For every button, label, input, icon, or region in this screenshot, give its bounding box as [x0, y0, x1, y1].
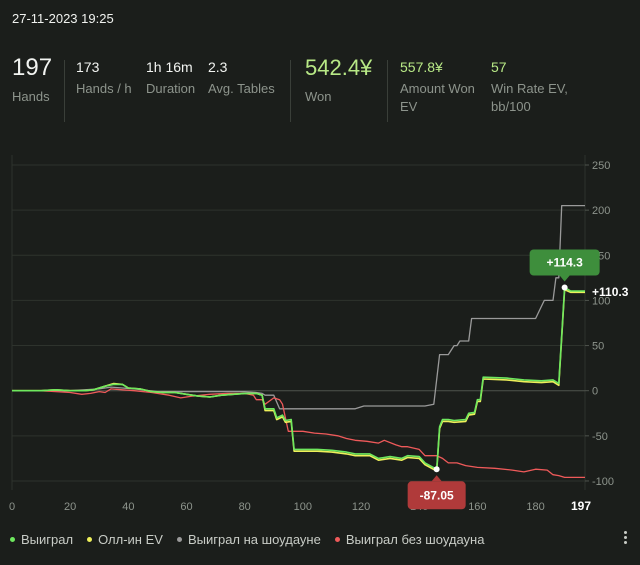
y-tick-label: 50	[592, 341, 604, 353]
series-allin-ev-line	[12, 288, 585, 472]
session-date: 27-11-2023 19:25	[12, 11, 114, 26]
y-tick-label: 200	[592, 205, 610, 217]
legend-label: Выиграл	[21, 532, 74, 547]
legend-dot-icon	[10, 537, 15, 542]
stat-hands-value: 197	[12, 54, 53, 81]
stat-duration-label: Duration	[146, 81, 196, 96]
stat-amount-won-ev: 557.8¥ Amount Won EV	[400, 58, 484, 116]
x-tick-label: 100	[294, 501, 312, 513]
stat-hands-per-hour-label: Hands / h	[76, 81, 132, 96]
stat-win-rate-ev-value: 57	[491, 59, 507, 75]
max-label-text: +114.3	[546, 256, 583, 270]
stat-hands: 197 Hands	[12, 54, 53, 106]
chart-legend: Выиграл Олл-ин EV Выиграл на шоудауне Вы…	[10, 532, 498, 547]
divider	[64, 60, 65, 122]
stat-amount-won-ev-label: Amount Won EV	[400, 81, 475, 114]
legend-dot-icon	[176, 537, 182, 542]
series-won-line	[12, 286, 586, 471]
stat-hands-per-hour: 173 Hands / h	[76, 58, 132, 98]
min-point-marker	[433, 466, 440, 473]
max-label-box	[529, 249, 600, 276]
legend-dot-icon	[87, 537, 93, 542]
legend-label: Выиграл на шоудауне	[187, 532, 321, 547]
stat-won-value: 542.4¥	[305, 55, 373, 80]
legend-dot-icon	[334, 537, 340, 542]
end-value-label: +110.3	[592, 285, 629, 299]
stat-hands-label: Hands	[12, 89, 50, 104]
divider	[290, 60, 291, 122]
min-label-text: -87.05	[420, 488, 454, 502]
min-label-pointer	[431, 475, 442, 482]
max-label-pointer	[559, 275, 570, 282]
x-tick-label: 80	[239, 501, 251, 513]
session-graph: 250200150100500-50-100020406080100120140…	[9, 155, 629, 513]
series-non-showdown-line	[12, 388, 585, 479]
stat-win-rate-ev-label: Win Rate EV, bb/100	[491, 81, 568, 114]
y-tick-label: 100	[592, 295, 610, 307]
stat-duration-value: 1h 16m	[146, 59, 193, 75]
stat-won: 542.4¥ Won	[305, 55, 373, 106]
x-end-label: 197	[571, 499, 591, 513]
stats-panel: 197 Hands 173 Hands / h 1h 16m Duration …	[0, 54, 640, 130]
legend-item-showdown[interactable]: Выиграл на шоудауне	[176, 532, 321, 547]
x-tick-label: 120	[352, 501, 370, 513]
legend-item-non-showdown[interactable]: Выиграл без шоудауна	[334, 532, 485, 547]
y-tick-label: -100	[592, 476, 614, 488]
legend-label: Выиграл без шоудауна	[345, 532, 485, 547]
x-tick-label: 60	[180, 501, 192, 513]
y-tick-label: 0	[592, 386, 598, 398]
legend-label: Олл-ин EV	[98, 532, 163, 547]
x-tick-label: 0	[9, 501, 15, 513]
min-label-box	[407, 481, 466, 510]
stat-won-label: Won	[305, 89, 332, 104]
divider	[387, 60, 388, 122]
x-tick-label: 180	[526, 501, 544, 513]
stat-duration: 1h 16m Duration	[146, 58, 195, 98]
stat-avg-tables-label: Avg. Tables	[208, 81, 275, 96]
stat-win-rate-ev: 57 Win Rate EV, bb/100	[491, 58, 581, 116]
stat-amount-won-ev-value: 557.8¥	[400, 59, 443, 75]
x-tick-label: 160	[468, 501, 486, 513]
x-tick-label: 20	[64, 501, 76, 513]
max-point-marker	[561, 284, 568, 291]
legend-item-won[interactable]: Выиграл	[10, 532, 73, 547]
stat-avg-tables: 2.3 Avg. Tables	[208, 58, 275, 98]
y-tick-label: 250	[592, 160, 610, 172]
y-tick-label: -50	[592, 431, 608, 443]
stat-hands-per-hour-value: 173	[76, 59, 100, 75]
stat-avg-tables-value: 2.3	[208, 59, 228, 75]
x-tick-label: 40	[122, 501, 134, 513]
more-options-icon[interactable]	[624, 531, 628, 546]
legend-item-allin-ev[interactable]: Олл-ин EV	[87, 532, 163, 547]
